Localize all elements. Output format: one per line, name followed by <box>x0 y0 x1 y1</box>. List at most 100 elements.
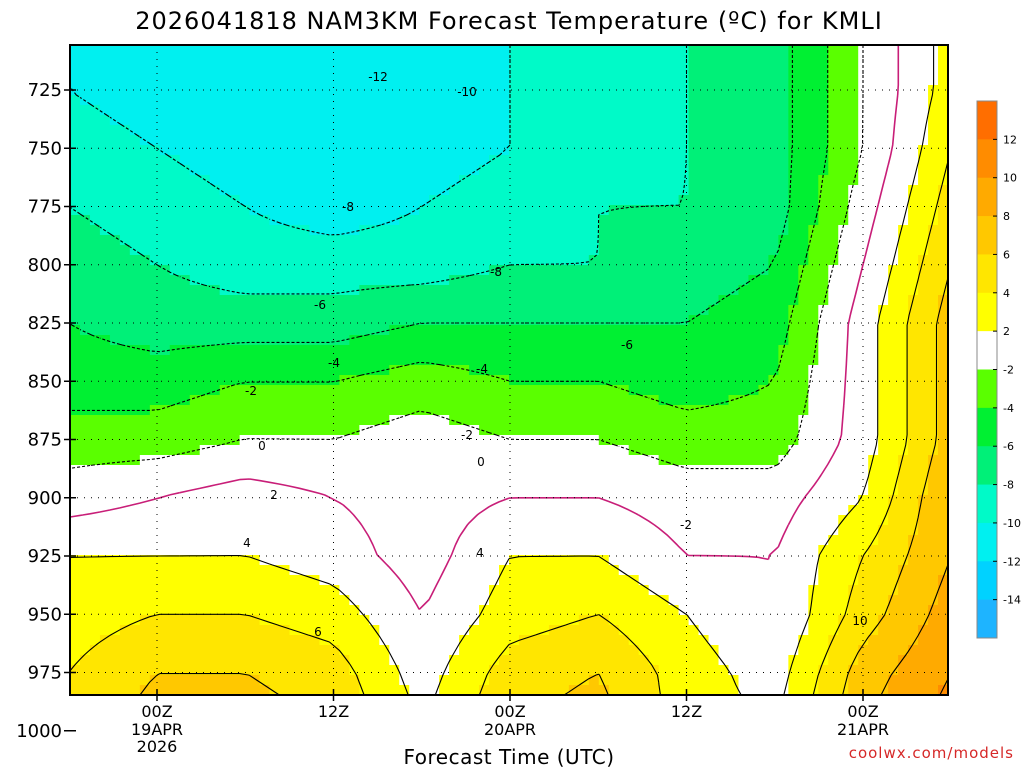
field-cell <box>808 315 819 326</box>
field-cell <box>249 245 261 256</box>
field-cell <box>678 165 690 176</box>
field-cell <box>369 65 380 76</box>
field-cell <box>269 455 281 466</box>
field-cell <box>518 585 530 596</box>
field-cell <box>828 315 839 326</box>
field-cell <box>249 365 261 376</box>
field-cell <box>898 115 909 126</box>
field-cell <box>938 55 948 66</box>
field-cell <box>359 55 370 66</box>
field-cell <box>858 105 869 116</box>
field-cell <box>249 415 261 426</box>
field-cell <box>648 165 660 176</box>
field-cell <box>339 445 350 456</box>
field-cell <box>439 375 450 386</box>
field-cell <box>119 605 131 616</box>
field-cell <box>169 195 181 206</box>
field-cell <box>79 305 91 316</box>
field-cell <box>588 465 600 476</box>
field-cell <box>179 465 191 476</box>
field-cell <box>469 115 480 126</box>
field-cell <box>479 105 490 116</box>
field-cell <box>489 495 500 506</box>
field-cell <box>459 385 470 396</box>
field-cell <box>858 335 869 346</box>
field-cell <box>938 585 948 596</box>
field-cell <box>219 425 231 436</box>
field-cell <box>568 325 580 336</box>
field-cell <box>538 585 550 596</box>
field-cell <box>628 65 640 76</box>
field-cell <box>259 475 271 486</box>
field-cell <box>299 425 311 436</box>
field-cell <box>299 385 311 396</box>
field-cell <box>469 385 480 396</box>
field-cell <box>239 325 251 336</box>
field-cell <box>768 175 779 186</box>
field-cell <box>409 605 420 616</box>
field-cell <box>219 265 231 276</box>
field-cell <box>509 395 520 406</box>
field-cell <box>698 305 710 316</box>
field-cell <box>349 515 360 526</box>
field-cell <box>588 475 600 486</box>
field-cell <box>70 575 81 586</box>
field-cell <box>109 565 121 576</box>
field-cell <box>698 75 710 86</box>
field-cell <box>828 105 839 116</box>
field-cell <box>159 495 171 506</box>
field-cell <box>548 605 560 616</box>
field-cell <box>119 355 131 366</box>
field-cell <box>938 215 948 226</box>
field-cell <box>339 75 350 86</box>
field-cell <box>518 75 530 86</box>
field-cell <box>758 225 770 236</box>
field-cell <box>558 495 570 506</box>
field-cell <box>628 85 640 96</box>
field-cell <box>289 315 301 326</box>
field-cell <box>708 205 720 216</box>
field-cell <box>858 595 869 606</box>
field-cell <box>828 75 839 86</box>
field-cell <box>199 545 211 556</box>
field-cell <box>429 595 440 606</box>
field-cell <box>548 275 560 286</box>
field-cell <box>798 135 809 146</box>
field-cell <box>758 175 770 186</box>
field-cell <box>149 75 161 86</box>
field-cell <box>708 165 720 176</box>
field-cell <box>918 205 929 216</box>
field-cell <box>738 185 750 196</box>
field-cell <box>229 535 241 546</box>
field-cell <box>439 595 450 606</box>
field-cell <box>588 175 600 186</box>
field-cell <box>568 575 580 586</box>
field-cell <box>449 385 460 396</box>
field-cell <box>459 325 470 336</box>
field-cell <box>898 55 909 66</box>
field-cell <box>99 605 111 616</box>
field-cell <box>499 525 510 536</box>
field-cell <box>459 415 470 426</box>
field-cell <box>598 505 610 516</box>
field-cell <box>239 355 251 366</box>
field-cell <box>499 555 510 566</box>
field-cell <box>479 165 490 176</box>
field-cell <box>788 175 799 186</box>
field-cell <box>179 405 191 416</box>
field-cell <box>109 305 121 316</box>
field-cell <box>269 155 281 166</box>
field-cell <box>848 575 859 586</box>
field-cell <box>728 495 740 506</box>
field-cell <box>219 105 231 116</box>
field-cell <box>239 375 251 386</box>
field-cell <box>648 405 660 416</box>
field-cell <box>558 315 570 326</box>
field-cell <box>808 205 819 216</box>
field-cell <box>409 485 420 496</box>
field-cell <box>678 155 690 166</box>
chart-title: 2026041818 NAM3KM Forecast Temperature (… <box>135 7 883 35</box>
field-cell <box>768 495 779 506</box>
field-cell <box>89 265 101 276</box>
field-cell <box>369 55 380 66</box>
